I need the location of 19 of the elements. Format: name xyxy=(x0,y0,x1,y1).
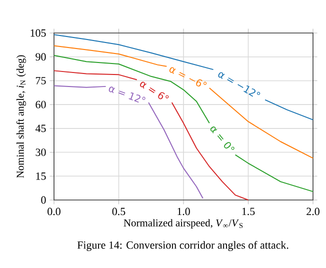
text: α = 0° xyxy=(210,126,234,150)
x-tick-label: 0.5 xyxy=(112,208,126,216)
y-tick-label: 30 xyxy=(36,148,46,156)
y-tick-label: 15 xyxy=(36,172,46,180)
y-tick-label: 0 xyxy=(41,196,46,204)
x-tick-label: 2.0 xyxy=(306,208,320,216)
y-tick-label: 75 xyxy=(36,77,46,84)
x-axis-title: Normalized airspeed, V$_{∞}$/V$_{S}$ xyxy=(124,219,243,229)
y-tick-label: 45 xyxy=(35,124,46,132)
x-tick-label: 1.0 xyxy=(178,208,190,216)
y-axis-title: Nominal shaft angle, i$_{N}$ (deg) xyxy=(16,55,26,178)
text: α = −12° xyxy=(218,72,260,97)
x-tick-label: 0.0 xyxy=(48,208,60,216)
y-tick-label: 90 xyxy=(36,53,46,61)
y-tick-label: 105 xyxy=(30,29,46,37)
caption: Figure 14: Conversion corridor angles of attack. xyxy=(77,240,288,252)
x-tick-label: 1.5 xyxy=(242,208,255,216)
text: α = −6° xyxy=(169,67,207,86)
y-tick-label: 60 xyxy=(36,100,46,108)
